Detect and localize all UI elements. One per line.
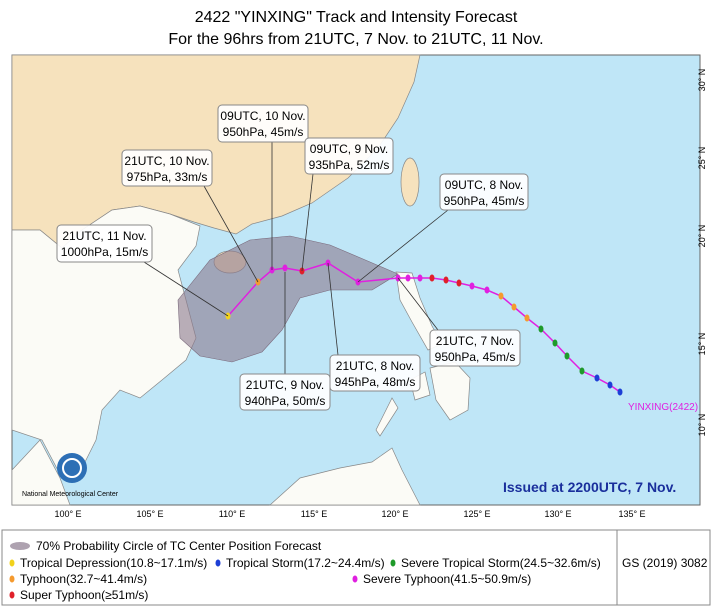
callout-detail: 940hPa, 50m/s: [245, 394, 326, 408]
agency-logo-ring: [62, 458, 82, 478]
axis-labels: 100° E 105° E 110° E 115° E 120° E 125° E 130°…: [54, 69, 707, 519]
callout-detail: 950hPa, 45m/s: [444, 194, 525, 208]
callout-time: 21UTC, 7 Nov.: [436, 334, 514, 348]
callout-time: 21UTC, 10 Nov.: [124, 154, 209, 168]
latitude-label: 30° N: [697, 69, 707, 92]
longitude-label: 100° E: [54, 509, 81, 519]
callout-leader: [357, 209, 449, 283]
track-point: [607, 381, 613, 389]
callout-leader: [327, 262, 339, 356]
latitude-label: 15° N: [697, 333, 707, 356]
callout-detail: 950hPa, 45m/s: [435, 350, 516, 364]
callout-time: 09UTC, 10 Nov.: [220, 109, 305, 123]
legend-label: Tropical Storm(17.2~24.4m/s): [226, 556, 385, 570]
callout-detail: 1000hPa, 15m/s: [61, 245, 148, 259]
callout-time: 21UTC, 8 Nov.: [336, 359, 414, 373]
track-point: [511, 303, 517, 311]
legend-symbol: [390, 559, 396, 567]
title: 2422 "YINXING" Track and Intensity Forec…: [195, 9, 518, 26]
legend-symbol: [215, 559, 221, 567]
track-points: [225, 259, 623, 396]
legend-cone-icon: [10, 542, 30, 550]
legend-symbol: [352, 575, 358, 583]
callout-detail: 935hPa, 52m/s: [309, 158, 390, 172]
callout-time: 09UTC, 9 Nov.: [310, 142, 388, 156]
track-point: [484, 286, 490, 294]
track-point: [417, 274, 423, 282]
latitude-label: 20° N: [697, 225, 707, 248]
callout-box: [329, 354, 421, 392]
track-point: [405, 274, 411, 282]
legend-label: Super Typhoon(≥51m/s): [20, 588, 148, 602]
track-point: [443, 276, 449, 284]
callout-detail: 950hPa, 45m/s: [223, 125, 304, 139]
track-point: [617, 388, 623, 396]
callout-box: [439, 173, 529, 211]
longitude-label: 125° E: [463, 509, 490, 519]
longitude-label: 115° E: [301, 509, 327, 519]
longitude-label: 120° E: [381, 509, 408, 519]
land-malay: [11, 439, 71, 506]
track-point: [282, 264, 288, 272]
longitude-label: 110° E: [219, 509, 245, 519]
track-point: [552, 339, 558, 347]
legend-symbol: [9, 559, 15, 567]
probability-cone: [177, 235, 399, 363]
callout-box: [217, 104, 309, 143]
callout-box: [304, 137, 394, 175]
map-area: 09UTC, 10 Nov. 950hPa, 45m/s 21UTC, 10 Nov…: [11, 54, 701, 506]
callout-leader: [397, 277, 439, 331]
latitude-label: 10° N: [697, 414, 707, 437]
longitude-label: 135° E: [618, 509, 645, 519]
track-point: [564, 352, 570, 360]
callout-detail: 975hPa, 33m/s: [127, 170, 208, 184]
legend-label: Severe Typhoon(41.5~50.9m/s): [363, 572, 531, 586]
agency-logo: [57, 453, 87, 483]
callouts: 09UTC, 10 Nov. 950hPa, 45m/s 21UTC, 10 Nov…: [56, 104, 529, 411]
legend-label: Tropical Depression(10.8~17.1m/s): [20, 556, 207, 570]
agency-name: National Meteorological Center: [22, 491, 119, 498]
map-approval: GS (2019) 3082: [622, 556, 708, 570]
subtitle: For the 96hrs from 21UTC, 7 Nov. to 21UT…: [168, 31, 543, 48]
callout-time: 21UTC, 11 Nov.: [62, 229, 146, 243]
legend-label: Typhoon(32.7~41.4m/s): [20, 572, 147, 586]
legend-label: Severe Tropical Storm(24.5~32.6m/s): [401, 556, 601, 570]
callout-leader: [301, 173, 314, 272]
callout-box: [239, 373, 331, 411]
legend-box: [1, 529, 711, 606]
legend-items: Tropical Depression(10.8~17.1m/s) Tropica…: [9, 556, 601, 602]
callout-box: [429, 329, 521, 367]
track-point: [594, 374, 600, 382]
callout-leader: [143, 261, 229, 317]
track-point: [498, 292, 504, 300]
callout-time: 09UTC, 8 Nov.: [445, 178, 523, 192]
land-taiwan: [400, 157, 420, 207]
callout-detail: 945hPa, 48m/s: [335, 375, 416, 389]
track-point: [524, 314, 530, 322]
issued-time: Issued at 2200UTC, 7 Nov.: [503, 479, 676, 495]
callout-leader: [203, 185, 259, 283]
latitude-label: 25° N: [697, 147, 707, 170]
callout-box: [121, 149, 213, 187]
track-point: [579, 367, 585, 375]
legend-symbol: [9, 591, 15, 599]
longitude-label: 130° E: [544, 509, 571, 519]
legend-cone: 70% Probability Circle of TC Center Posi…: [36, 539, 322, 553]
longitude-label: 105° E: [136, 509, 163, 519]
track-point: [538, 325, 544, 333]
legend-symbol: [9, 575, 15, 583]
land-borneo: [269, 447, 421, 506]
forecast-track: [227, 262, 399, 317]
storm-label: YINXING(2422): [628, 402, 698, 413]
callout-time: 21UTC, 9 Nov.: [246, 378, 324, 392]
track-point: [456, 279, 462, 287]
legend: 70% Probability Circle of TC Center Posi…: [1, 529, 711, 606]
track-point: [469, 282, 475, 290]
callout-box: [56, 224, 153, 263]
track-point: [429, 274, 435, 282]
